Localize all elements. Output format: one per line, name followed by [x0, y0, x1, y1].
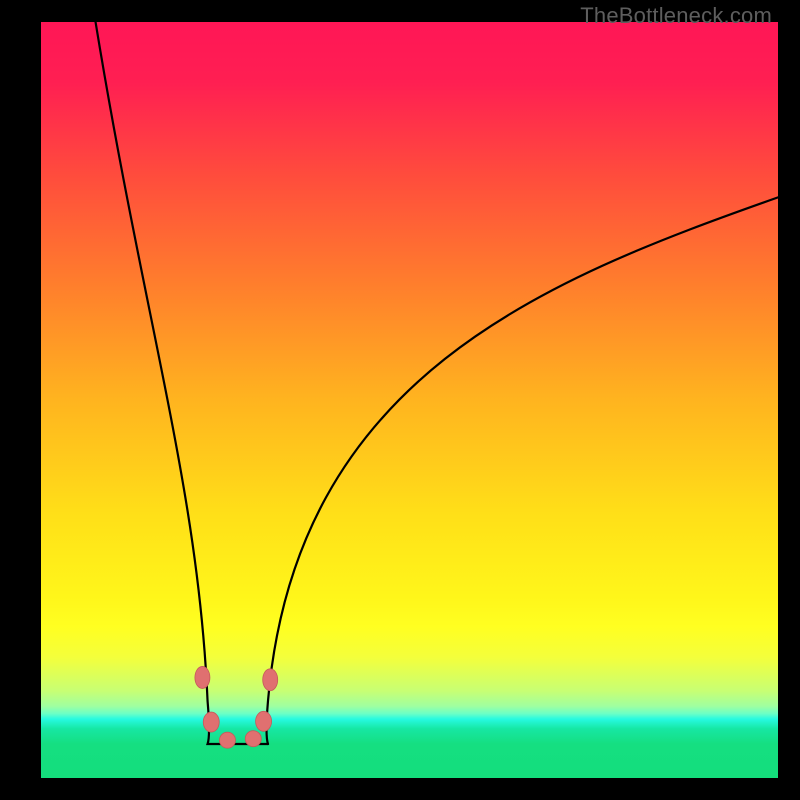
watermark-text: TheBottleneck.com [580, 3, 772, 29]
valley-marker [203, 712, 219, 732]
valley-marker [219, 732, 235, 748]
bottleneck-curve [267, 197, 778, 744]
valley-marker [256, 711, 272, 731]
chart-container: TheBottleneck.com [0, 0, 800, 800]
valley-marker [245, 731, 261, 747]
bottleneck-curve [96, 22, 268, 744]
valley-marker [195, 666, 210, 688]
valley-marker [263, 669, 278, 691]
plot-area [41, 22, 778, 778]
curves-layer [41, 22, 778, 778]
